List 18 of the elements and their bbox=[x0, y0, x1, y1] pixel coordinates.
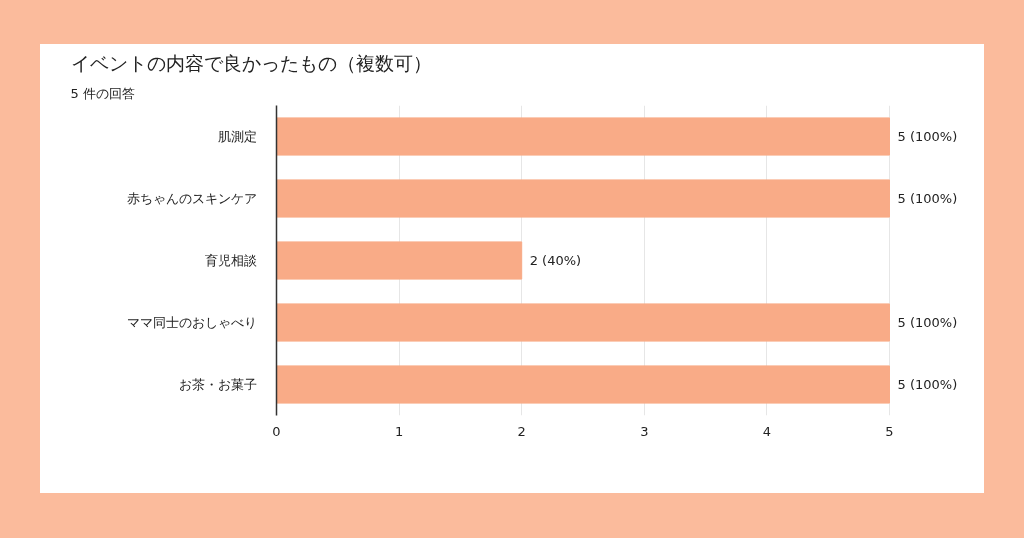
text: 5 件の回答 bbox=[70, 85, 135, 101]
data-label: 5 (100%) bbox=[897, 191, 958, 206]
data-label: 5 (100%) bbox=[897, 129, 958, 144]
y-tick-label: ママ同士のおしゃべり bbox=[126, 315, 257, 330]
y-tick-label: 肌測定 bbox=[217, 129, 257, 144]
y-tick-label: 育児相談 bbox=[204, 253, 257, 268]
data-label: 5 (100%) bbox=[897, 377, 958, 392]
x-tick-label: 4 bbox=[762, 423, 772, 439]
y-tick-label: お茶・お菓子 bbox=[178, 377, 257, 392]
x-tick-label: 0 bbox=[272, 423, 281, 439]
x-tick-label: 3 bbox=[640, 423, 649, 439]
x-tick-label: 1 bbox=[394, 423, 404, 439]
y-tick-label: 赤ちゃんのスキンケア bbox=[126, 191, 257, 206]
data-label: 2 (40%) bbox=[529, 253, 582, 268]
data-label: 5 (100%) bbox=[897, 315, 958, 330]
x-tick-label: 5 bbox=[885, 423, 894, 439]
x-tick-label: 2 bbox=[517, 423, 526, 439]
chart-title: イベントの内容で良かったもの（複数可） bbox=[70, 51, 432, 74]
